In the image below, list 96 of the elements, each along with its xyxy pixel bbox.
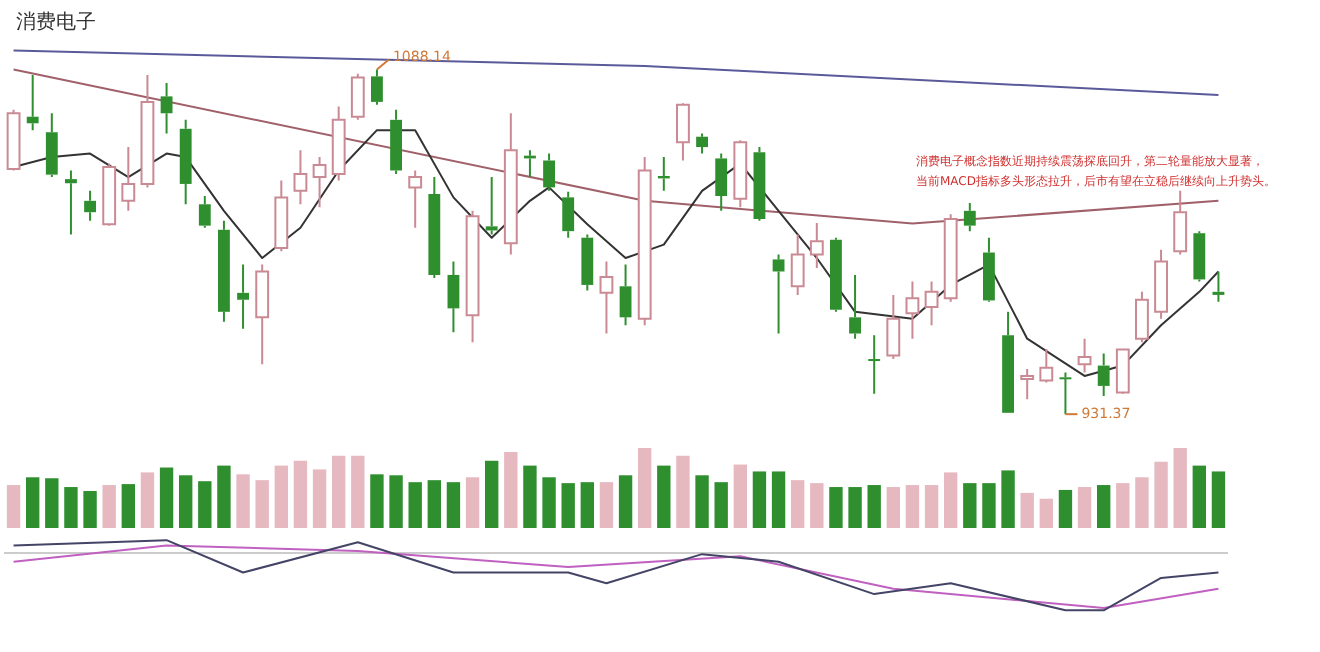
bar — [867, 485, 881, 528]
bar — [1058, 489, 1073, 528]
bar — [465, 477, 480, 528]
bar — [25, 477, 40, 528]
bar — [905, 485, 920, 528]
bar — [274, 465, 289, 528]
bar — [829, 487, 843, 528]
bar — [159, 467, 174, 528]
bar — [236, 474, 250, 528]
candlestick — [160, 81, 173, 135]
candlestick — [753, 146, 766, 222]
bar — [484, 460, 499, 528]
bar — [1077, 487, 1092, 528]
candlestick — [371, 68, 383, 106]
candlestick — [84, 189, 96, 222]
bar — [1135, 477, 1149, 528]
bar — [1001, 470, 1015, 528]
bar — [561, 483, 575, 528]
bar — [408, 482, 422, 528]
bar — [963, 483, 977, 528]
bar — [599, 482, 614, 528]
candlestick — [868, 334, 881, 395]
candlestick — [1059, 371, 1072, 416]
bar — [427, 480, 442, 528]
bar — [255, 480, 269, 528]
candlestick — [696, 132, 708, 155]
bar — [312, 469, 327, 528]
bar — [331, 455, 346, 528]
bar — [64, 487, 78, 528]
candlestick — [772, 253, 785, 335]
bar — [102, 485, 116, 528]
bar — [140, 472, 155, 528]
bar — [6, 485, 21, 528]
bar — [733, 464, 748, 528]
candlestick — [428, 176, 441, 280]
bar — [695, 475, 709, 528]
bar — [637, 448, 652, 528]
candlestick — [1193, 230, 1206, 283]
candlestick — [1002, 310, 1014, 413]
bar — [83, 490, 97, 528]
bar — [45, 478, 59, 528]
candlestick — [830, 236, 842, 313]
candlestick — [849, 273, 861, 340]
candlestick — [237, 263, 249, 330]
bar — [1192, 465, 1207, 528]
bar — [351, 455, 365, 528]
candlestick — [45, 112, 58, 179]
bar — [446, 482, 461, 528]
bar — [982, 483, 996, 528]
bar — [924, 485, 939, 528]
bar — [618, 475, 633, 528]
candlestick — [198, 195, 211, 229]
bar — [1096, 485, 1111, 528]
candlestick — [65, 169, 77, 236]
bar — [504, 451, 518, 528]
candlestick — [543, 152, 555, 192]
bar — [886, 487, 901, 528]
bar — [523, 465, 537, 528]
chart-title: 消费电子 — [16, 9, 96, 36]
candlestick — [963, 201, 976, 233]
candlestick — [983, 236, 995, 301]
bar — [1116, 483, 1130, 528]
candlestick — [581, 233, 594, 292]
bar — [943, 472, 958, 528]
candlestick — [619, 263, 632, 327]
candlestick — [218, 219, 230, 323]
bar — [771, 471, 786, 528]
bar — [790, 480, 805, 528]
bar — [676, 455, 690, 528]
candlestick — [1097, 352, 1110, 397]
bar — [121, 484, 136, 528]
bar — [580, 482, 595, 528]
bar — [657, 465, 671, 528]
candlestick — [562, 190, 575, 239]
bar — [752, 471, 767, 528]
bar — [370, 474, 384, 528]
bar — [217, 465, 231, 528]
bar — [810, 483, 824, 528]
bar — [389, 475, 403, 528]
candlestick — [447, 260, 460, 334]
bar — [1020, 492, 1034, 528]
bar — [1039, 498, 1054, 528]
bar — [1211, 471, 1226, 528]
candlestick — [485, 176, 498, 236]
bar — [1154, 461, 1168, 528]
candlestick — [715, 152, 728, 212]
bar — [848, 487, 862, 528]
bar — [293, 460, 308, 528]
bar — [198, 481, 212, 528]
candlestick — [26, 74, 39, 132]
candlestick — [390, 108, 402, 175]
bar — [714, 482, 728, 528]
candlestick — [179, 118, 192, 206]
bar — [542, 477, 556, 528]
bar — [178, 475, 193, 528]
bar — [1173, 448, 1187, 528]
